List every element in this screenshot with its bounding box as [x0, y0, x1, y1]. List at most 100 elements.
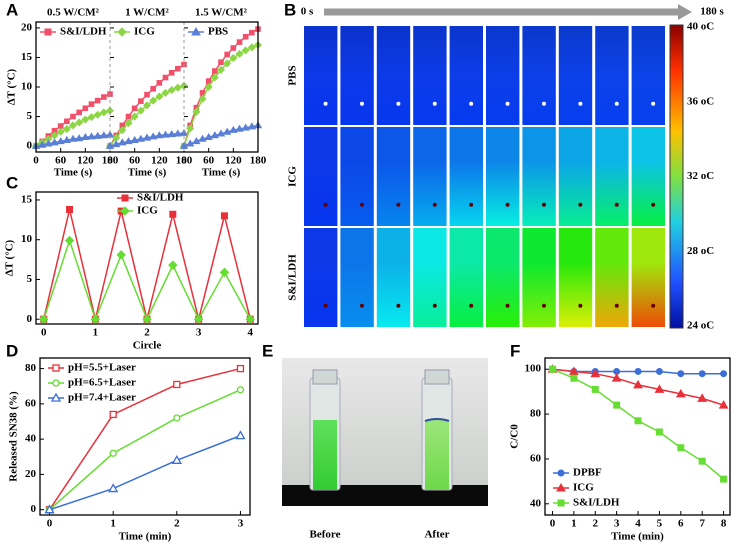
row-label: PBS	[287, 65, 299, 85]
marker	[64, 118, 70, 125]
hot-spot	[614, 303, 619, 308]
marker	[169, 210, 177, 218]
marker	[241, 46, 250, 55]
thermal-image	[376, 127, 411, 226]
hot-spot	[396, 202, 401, 207]
marker	[219, 267, 230, 278]
hot-spot	[432, 202, 437, 207]
marker	[548, 365, 556, 373]
marker	[109, 410, 117, 419]
x-tick-label: 180	[176, 155, 193, 167]
panel-letter: C	[6, 173, 18, 192]
marker	[101, 94, 107, 100]
marker	[87, 113, 96, 122]
x-tick-label: 60	[203, 155, 215, 167]
legend-label: S&I/LDH	[60, 26, 107, 38]
marker	[229, 54, 238, 63]
panel-letter: A	[6, 0, 18, 19]
y-tick-label: 20	[25, 468, 37, 480]
x-tick-label: 8	[721, 518, 727, 530]
marker	[236, 39, 243, 45]
x-tick-label: 0	[33, 155, 39, 167]
marker	[50, 138, 59, 146]
x-tick-label: 60	[129, 155, 141, 167]
marker	[235, 49, 244, 58]
series-line	[49, 389, 241, 511]
hot-spot	[359, 101, 364, 106]
photo-label: After	[424, 529, 449, 541]
marker	[236, 386, 245, 394]
marker	[218, 59, 224, 65]
x-tick-label: 60	[55, 155, 67, 167]
series-line	[43, 238, 251, 322]
thermal-image	[486, 127, 520, 226]
colorbar-label: 40 oC	[687, 21, 714, 33]
marker	[52, 364, 60, 372]
marker	[167, 129, 176, 138]
marker	[93, 131, 102, 139]
marker	[116, 250, 126, 260]
thermal-image	[304, 228, 338, 327]
photo: Before After	[282, 358, 488, 541]
hot-spot	[541, 303, 546, 308]
y-tick-label: 10	[21, 81, 33, 93]
start-label: 0 s	[301, 6, 314, 18]
marker	[245, 314, 255, 324]
marker	[570, 374, 578, 382]
marker	[62, 124, 71, 133]
marker	[634, 367, 642, 375]
marker	[56, 137, 65, 145]
thermal-image	[595, 26, 629, 125]
marker	[120, 206, 130, 216]
thermal-image	[558, 228, 593, 327]
marker	[130, 112, 139, 121]
marker	[205, 78, 212, 84]
marker	[70, 113, 76, 120]
marker	[109, 449, 117, 457]
x-tick-label: 0	[107, 155, 113, 167]
marker	[68, 121, 78, 130]
hot-spot	[359, 303, 364, 308]
legend-label: pH=5.5+Laser	[68, 362, 136, 374]
y-tick-label: 5	[27, 110, 33, 122]
thermal-image	[631, 26, 665, 125]
marker	[569, 366, 579, 375]
marker	[150, 85, 156, 92]
marker	[718, 400, 729, 409]
meniscus	[424, 418, 450, 422]
thermal-image	[340, 228, 374, 327]
marker	[161, 130, 170, 138]
colorbar-label: 24 oC	[687, 320, 714, 332]
marker	[198, 134, 207, 142]
colorbar-label: 32 oC	[687, 170, 714, 182]
x-axis-label: Time (s)	[54, 167, 93, 179]
thermal-image	[558, 26, 593, 125]
x-tick-label: 6	[678, 518, 684, 530]
panel-title: 1 W/CM²	[125, 7, 169, 19]
marker	[230, 45, 237, 51]
marker	[677, 370, 685, 378]
marker	[99, 108, 108, 117]
thermal-image	[486, 26, 520, 125]
x-tick-label: 1	[110, 518, 116, 530]
legend-label: ICG	[573, 482, 594, 494]
arrow-head	[678, 4, 692, 20]
x-tick-label: 3	[196, 327, 202, 339]
marker	[50, 392, 62, 402]
marker	[634, 417, 642, 425]
marker	[655, 367, 663, 375]
marker	[204, 82, 213, 92]
thermal-image	[631, 127, 665, 226]
hot-spot	[651, 101, 656, 106]
hot-spot	[323, 101, 328, 106]
panel-letter: F	[510, 341, 520, 360]
marker	[136, 134, 146, 142]
panel-letter: B	[284, 0, 296, 19]
marker	[44, 504, 55, 514]
marker	[720, 475, 728, 483]
panel-title: 0.5 W/CM²	[47, 7, 100, 19]
marker	[556, 482, 566, 492]
hot-spot	[432, 101, 437, 106]
marker	[57, 123, 64, 129]
hot-spot	[541, 101, 546, 106]
